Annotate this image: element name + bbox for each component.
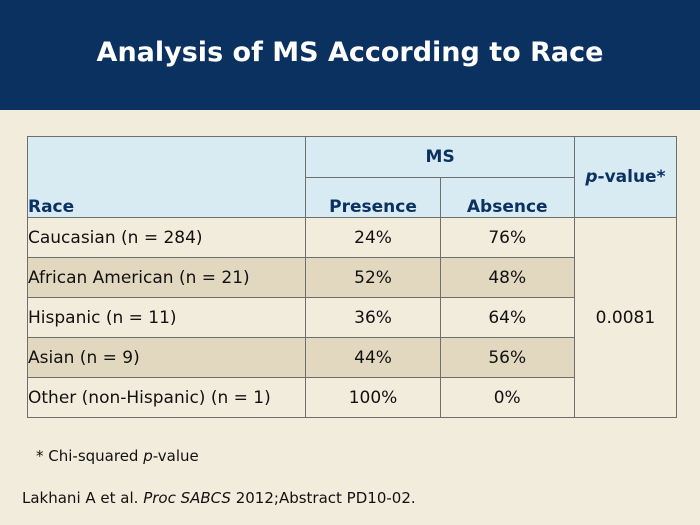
pvalue-header-italic: p [585, 167, 598, 187]
presence-cell: 44% [305, 337, 441, 378]
footnote-prefix: * Chi-squared [36, 447, 144, 465]
slide-title: Analysis of MS According to Race [96, 36, 604, 68]
presence-column-header: Presence [305, 177, 441, 218]
footnote-suffix: -value [152, 447, 199, 465]
presence-cell: 52% [305, 257, 441, 298]
title-banner: Analysis of MS According to Race [0, 0, 700, 110]
race-column-header: Race [26, 136, 307, 218]
absence-cell: 48% [439, 257, 575, 298]
ms-group-header: MS [305, 136, 575, 178]
citation: Lakhani A et al. Proc SABCS 2012;Abstrac… [22, 489, 416, 507]
table-row: Other (non-Hispanic) (n = 1) 100% 0% [26, 377, 677, 418]
citation-authors: Lakhani A et al. [22, 489, 144, 507]
table-row: Caucasian (n = 284) 24% 76% 0.0081 [26, 217, 678, 418]
absence-column-header: Absence [439, 177, 575, 218]
pvalue-header-rest: -value* [597, 167, 666, 187]
pvalue-column-header: p-value* [573, 136, 678, 218]
absence-cell: 56% [439, 337, 575, 378]
presence-cell: 24% [305, 217, 441, 258]
race-cell: Asian (n = 9) [26, 337, 307, 378]
presence-cell: 36% [305, 297, 441, 338]
pvalue-cell: 0.0081 [573, 217, 678, 418]
footnote-italic: p [143, 447, 153, 465]
race-cell: Other (non-Hispanic) (n = 1) [26, 377, 307, 418]
table-row: Asian (n = 9) 44% 56% [26, 337, 677, 378]
absence-cell: 64% [439, 297, 575, 338]
absence-cell: 76% [439, 217, 575, 258]
citation-journal: Proc SABCS [143, 489, 231, 507]
table-row: Hispanic (n = 11) 36% 64% [26, 297, 677, 338]
table-row: African American (n = 21) 52% 48% [26, 257, 677, 298]
race-cell: Hispanic (n = 11) [26, 297, 307, 338]
citation-rest: 2012;Abstract PD10-02. [230, 489, 416, 507]
footnote: * Chi-squared p-value [36, 447, 199, 465]
race-cell: Caucasian (n = 284) [26, 217, 307, 258]
race-ms-table: Race MS p-value* Presence Absence Caucas… [26, 136, 678, 418]
absence-cell: 0% [439, 377, 575, 418]
race-cell: African American (n = 21) [26, 257, 307, 298]
presence-cell: 100% [305, 377, 441, 418]
